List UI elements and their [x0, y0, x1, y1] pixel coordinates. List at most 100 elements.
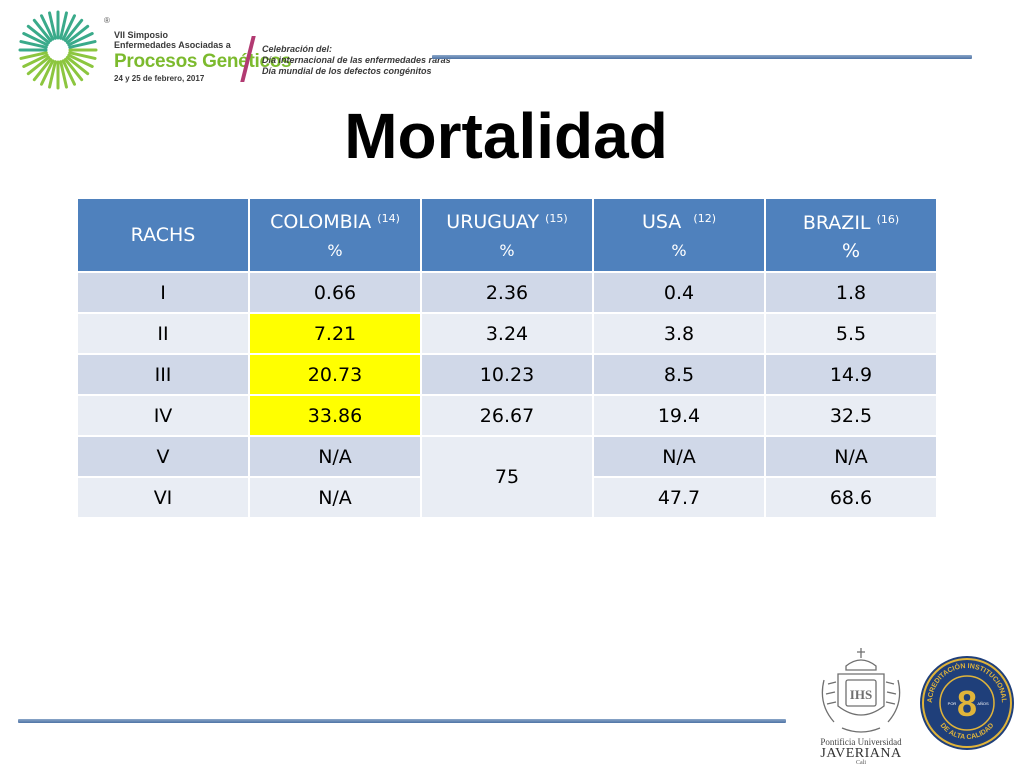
crest-letters: IHS: [850, 687, 872, 702]
header-label: USA: [641, 211, 682, 233]
table-row: V N/A 75 N/A N/A: [76, 435, 938, 519]
seal-por: POR: [948, 701, 957, 706]
sunburst-logo-icon: [18, 10, 98, 90]
table-cell: IV: [76, 394, 250, 437]
logo-ray: [63, 18, 84, 43]
header-unit: %: [841, 239, 861, 262]
table-cell: 47.7: [592, 476, 766, 519]
header-label: RACHS: [130, 224, 196, 246]
table-cell-highlighted: 33.86: [248, 394, 422, 437]
logo-ray: [19, 40, 48, 49]
table-row: I 0.66 2.36 0.4 1.8: [76, 271, 938, 314]
header-colombia: COLOMBIA (14) %: [248, 197, 422, 273]
table-cell: 8.5: [592, 353, 766, 396]
logo-ray: [26, 24, 51, 45]
university-line-2: JAVERIANA: [820, 746, 902, 761]
logo-ray: [63, 57, 84, 82]
table-cell: N/A: [248, 476, 422, 519]
header-label: COLOMBIA: [270, 211, 372, 233]
celebration-line-1: Día internacional de las enfermedades ra…: [262, 55, 451, 65]
table-cell: I: [76, 271, 250, 314]
logo-ray: [61, 59, 76, 86]
javeriana-logo: IHS Pontificia Universidad JAVERIANA Cal…: [806, 644, 916, 766]
table-cell: N/A: [592, 435, 766, 478]
header-ref: (12): [693, 212, 716, 225]
header-unit: %: [499, 241, 515, 260]
logo-line-2: Enfermedades Asociadas a: [114, 40, 231, 50]
celebration-line-2: Día mundial de los defectos congénitos: [262, 66, 432, 76]
logo-ray: [19, 51, 48, 60]
logo-ray: [59, 60, 68, 89]
logo-ray: [65, 55, 90, 76]
table-cell: 0.66: [248, 271, 422, 314]
symposium-logo: ® VII Simposio Enfermedades Asociadas a …: [16, 8, 451, 92]
table-cell: 2.36: [420, 271, 594, 314]
table-cell-highlighted: 20.73: [248, 353, 422, 396]
table-cell-merged: 75: [420, 435, 594, 519]
header-rachs: RACHS: [76, 197, 250, 273]
logo-ray: [40, 14, 55, 41]
table-cell: N/A: [248, 435, 422, 478]
mortality-table: RACHS COLOMBIA (14) % URUGUAY (15) % USA…: [76, 197, 938, 519]
header-ref: (16): [876, 212, 900, 226]
header-uruguay: URUGUAY (15) %: [420, 197, 594, 273]
seal-number: 8: [957, 683, 977, 724]
logo-ray: [68, 51, 97, 60]
table-row: III 20.73 10.23 8.5 14.9: [76, 353, 938, 396]
table-cell: 68.6: [764, 476, 938, 519]
table-cell: 32.5: [764, 394, 938, 437]
header-brazil: BRAZIL (16) %: [764, 197, 938, 273]
table-cell: 3.8: [592, 312, 766, 355]
logo-ray: [32, 18, 53, 43]
header-unit: %: [671, 241, 687, 260]
table-header-row: RACHS COLOMBIA (14) % URUGUAY (15) % USA…: [76, 197, 938, 273]
table-cell: III: [76, 353, 250, 396]
header-ref: (14): [377, 212, 400, 225]
header-label: URUGUAY: [446, 211, 540, 233]
logo-ray: [59, 11, 68, 40]
table-cell: N/A: [764, 435, 938, 478]
logo-ray: [65, 24, 90, 45]
header-usa: USA (12) %: [592, 197, 766, 273]
table-cell-highlighted: 7.21: [248, 312, 422, 355]
footer-rule: [18, 719, 786, 723]
table-cell: 14.9: [764, 353, 938, 396]
logo-ray: [22, 53, 49, 68]
logo-line-1: VII Simposio: [114, 30, 169, 40]
logo-ray: [61, 14, 76, 41]
logo-ray: [48, 60, 57, 89]
table-cell: VI: [76, 476, 250, 519]
logo-ray: [68, 40, 97, 49]
logo-ray: [67, 32, 94, 47]
table-row: VI N/A 47.7 68.6: [76, 476, 938, 519]
table-cell: 3.24: [420, 312, 594, 355]
table-cell: 0.4: [592, 271, 766, 314]
logo-ray: [22, 32, 49, 47]
logo-ray: [26, 55, 51, 76]
logo-ray: [48, 11, 57, 40]
header-rule: [432, 55, 972, 59]
slide-title: Mortalidad: [344, 100, 668, 172]
accreditation-seal-icon: ACREDITACIÓN INSTITUCIONAL DE ALTA CALID…: [920, 656, 1014, 750]
header-ref: (15): [545, 212, 568, 225]
registered-mark: ®: [104, 16, 110, 25]
table-cell: V: [76, 435, 250, 478]
table-cell: II: [76, 312, 250, 355]
university-line-3: Cali: [856, 760, 866, 766]
table-cell: 26.67: [420, 394, 594, 437]
logo-ray: [40, 59, 55, 86]
logo-ray: [32, 57, 53, 82]
table-cell: 19.4: [592, 394, 766, 437]
header-label: BRAZIL: [802, 211, 871, 234]
university-crest-icon: IHS: [821, 648, 901, 733]
header-unit: %: [327, 241, 343, 260]
table-cell: 1.8: [764, 271, 938, 314]
table-cell: 5.5: [764, 312, 938, 355]
table-cell: 10.23: [420, 353, 594, 396]
table-row: IV 33.86 26.67 19.4 32.5: [76, 394, 938, 437]
logo-date: 24 y 25 de febrero, 2017: [114, 74, 205, 83]
celebration-heading: Celebración del:: [262, 44, 333, 54]
university-line-1: Pontificia Universidad: [820, 737, 902, 747]
logo-ray: [67, 53, 94, 68]
seal-anos: AÑOS: [977, 701, 989, 706]
